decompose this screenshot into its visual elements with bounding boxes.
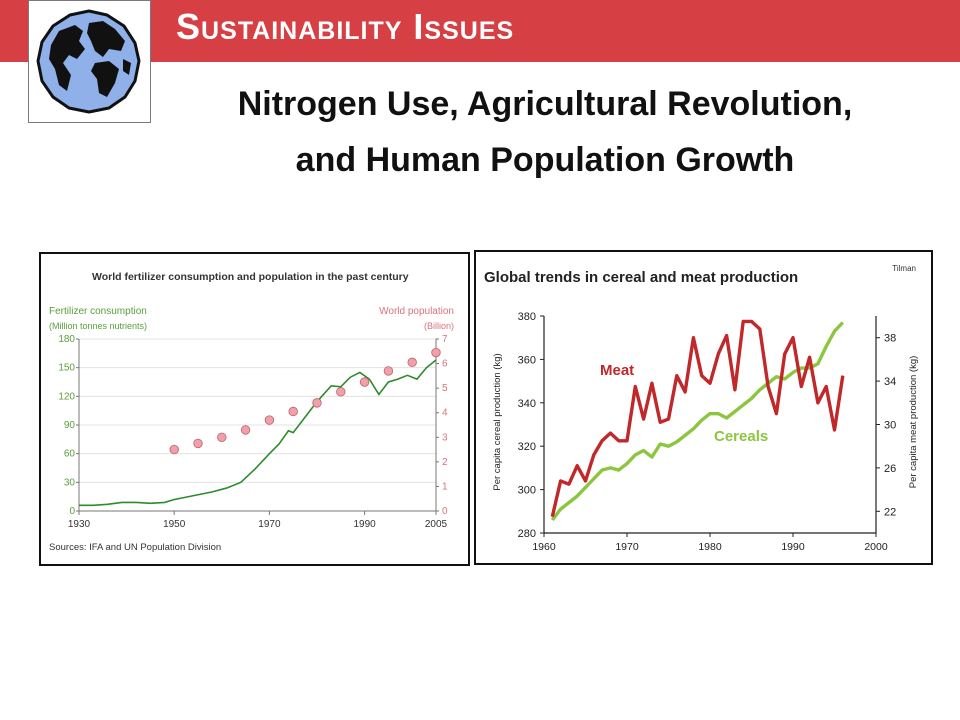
chart2-y-left-tick: 280 — [518, 528, 536, 540]
chart1-population-point — [431, 347, 441, 358]
cereal-meat-chart-panel: Global trends in cereal and meat product… — [474, 250, 933, 565]
slide-title: Sustainability Issues — [176, 6, 515, 47]
title-bar — [0, 0, 960, 62]
chart1-x-tick: 2005 — [425, 519, 448, 530]
chart1-plot-area: 0 30 60 90 120 150 180 0 1 2 3 4 5 6 7 1930 1950 1970 1990… — [58, 334, 448, 530]
chart2-cereals-label: Cereals — [714, 428, 768, 445]
chart1-y-right-tick: 2 — [442, 457, 448, 468]
chart1-population-point — [383, 366, 394, 376]
fertilizer-chart-panel: World fertilizer consumption and populat… — [39, 252, 470, 566]
chart1-population-point — [359, 377, 370, 387]
chart1-population-point — [193, 438, 203, 449]
chart2-y-right-tick: 22 — [884, 506, 896, 518]
chart2-y-right-tick: 34 — [884, 376, 896, 388]
chart1-right-axis-label: World population — [379, 306, 454, 317]
chart1-y-left-tick: 0 — [69, 506, 75, 517]
chart1-left-axis-label: Fertilizer consumption — [49, 306, 147, 317]
chart2-cereals-line — [550, 321, 845, 522]
chart2-x-tick: 1960 — [532, 541, 556, 553]
chart1-y-left-tick: 150 — [58, 363, 75, 374]
chart1-population-point — [288, 406, 298, 417]
globe-logo — [28, 0, 151, 123]
chart1-y-left-tick: 30 — [64, 477, 76, 488]
chart2-y-left-tick: 340 — [518, 398, 536, 410]
chart2-x-tick: 1990 — [781, 541, 805, 553]
chart1-y-left-tick: 120 — [58, 391, 75, 402]
chart2-title: Global trends in cereal and meat product… — [484, 269, 798, 286]
chart1-x-tick: 1970 — [258, 519, 281, 530]
chart1-population-point — [407, 357, 417, 368]
chart1-population-point — [264, 415, 275, 425]
chart1-y-left-tick: 180 — [58, 334, 75, 345]
chart1-y-right-tick: 6 — [442, 359, 448, 370]
chart1-left-axis-unit: (Million tonnes nutrients) — [49, 321, 147, 331]
chart2-y-left-tick: 300 — [518, 485, 536, 497]
chart2-x-tick: 2000 — [864, 541, 888, 553]
chart1-y-right-tick: 1 — [442, 481, 448, 492]
chart1-population-point — [169, 444, 179, 455]
chart2-x-tick: 1980 — [698, 541, 722, 553]
chart1-population-point — [217, 432, 227, 442]
fertilizer-population-chart: World fertilizer consumption and populat… — [49, 271, 454, 553]
chart1-y-right-tick: 5 — [442, 383, 448, 394]
chart1-y-left-tick: 60 — [64, 449, 76, 460]
chart2-credit: Tilman — [892, 264, 916, 273]
chart2-y-left-tick: 360 — [518, 354, 536, 366]
chart1-fertilizer-line — [79, 359, 437, 507]
cereal-meat-chart: Global trends in cereal and meat product… — [484, 264, 919, 553]
chart1-y-right-tick: 3 — [442, 432, 448, 443]
chart2-y-left-tick: 320 — [518, 441, 536, 453]
chart1-population-point — [240, 425, 251, 435]
slide-subtitle: Nitrogen Use, Agricultural Revolution, a… — [150, 76, 940, 188]
subtitle-line-2: and Human Population Growth — [295, 141, 795, 179]
chart2-y-left-tick: 380 — [518, 311, 536, 323]
chart1-right-axis-unit: (Billion) — [424, 321, 454, 331]
chart1-y-right-tick: 7 — [442, 334, 448, 345]
chart1-title: World fertilizer consumption and populat… — [92, 271, 409, 283]
chart2-left-axis-label: Per capita cereal production (kg) — [492, 353, 503, 490]
chart2-right-axis-label: Per capita meat production (kg) — [908, 356, 919, 489]
chart1-y-right-tick: 0 — [442, 506, 448, 517]
chart2-y-right-tick: 30 — [884, 420, 896, 432]
chart2-plot-area: 280 300 320 340 360 380 22 26 30 34 38 1960 1970 1980… — [518, 311, 897, 553]
chart1-population-point — [312, 398, 322, 408]
chart2-y-right-tick: 38 — [884, 333, 896, 345]
chart1-x-tick: 1950 — [163, 519, 186, 530]
chart1-source: Sources: IFA and UN Population Division — [49, 542, 221, 553]
chart1-x-tick: 1990 — [353, 519, 376, 530]
chart2-meat-label: Meat — [600, 362, 634, 379]
chart2-y-right-tick: 26 — [884, 463, 896, 475]
chart1-x-tick: 1930 — [68, 519, 91, 530]
chart1-y-right-tick: 4 — [442, 408, 448, 419]
chart1-population-point — [336, 387, 346, 397]
chart1-y-left-tick: 90 — [64, 420, 76, 431]
subtitle-line-1: Nitrogen Use, Agricultural Revolution, — [237, 85, 853, 123]
chart2-x-tick: 1970 — [615, 541, 639, 553]
globe-icon — [29, 1, 150, 122]
chart2-meat-line — [550, 319, 845, 518]
